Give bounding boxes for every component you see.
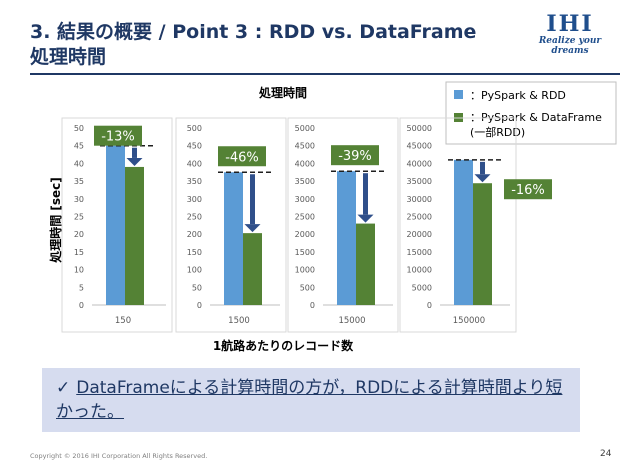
panel-3-bar-dataframe: [356, 223, 375, 305]
panel-1-tick-label: 40: [74, 159, 84, 168]
panel-4-tick-label: 10000: [407, 266, 432, 275]
panel-frame-1: [61, 117, 173, 333]
panel-3-arrow-head: [357, 214, 374, 223]
panel-3-tick-label: 2000: [295, 230, 315, 239]
panel-1-tick-label: 50: [74, 124, 84, 133]
panel-3-change-badge: [331, 145, 379, 166]
panel-4-tick-label: 0: [427, 301, 432, 310]
panel-2-change-label: -46%: [225, 150, 259, 165]
company-logo: IHI Realize your dreams: [520, 12, 620, 56]
panel-1-change-label: -13%: [101, 130, 135, 145]
panel-1-tick-label: 5: [79, 283, 84, 292]
panel-2-arrow-head: [244, 224, 261, 233]
page-title: 3. 結果の概要 / Point 3 : RDD vs. DataFrame 処…: [30, 20, 500, 70]
panel-4-tick-label: 50000: [407, 124, 432, 133]
panel-3-tick-label: 0: [310, 301, 315, 310]
panel-2-tick-label: 300: [187, 195, 202, 204]
y-axis-label: 処理時間 [sec]: [48, 177, 63, 264]
x-axis-label: 1航路あたりのレコード数: [213, 338, 354, 353]
legend-swatch-rdd: [454, 90, 463, 99]
panel-2-tick-label: 400: [187, 159, 202, 168]
panel-1-tick-label: 30: [74, 195, 84, 204]
panel-4-bar-rdd: [454, 159, 473, 305]
panel-4-arrow-head: [474, 174, 491, 183]
panel-3-tick-label: 4000: [295, 159, 315, 168]
conclusion-box: ✓ DataFrameによる計算時間の方が，RDDによる計算時間より短かった。: [42, 368, 580, 432]
legend-label-dataframe: ：PySpark & DataFrame: [470, 111, 602, 124]
panel-2-tick-label: 0: [197, 301, 202, 310]
panel-frame-3: [287, 117, 399, 333]
panel-1-tick-label: 45: [74, 142, 84, 151]
panel-3-tick-label: 3000: [295, 195, 315, 204]
panel-1-category-label: 150: [115, 316, 131, 326]
panel-4-tick-label: 30000: [407, 195, 432, 204]
panel-1-tick-label: 35: [74, 177, 84, 186]
title-divider: [30, 73, 620, 75]
panel-3-tick-label: 2500: [295, 213, 315, 222]
panel-3-bar-rdd: [337, 171, 356, 305]
conclusion-text: DataFrameによる計算時間の方が，RDDによる計算時間より短かった。: [56, 378, 563, 422]
panel-4-tick-label: 15000: [407, 248, 432, 257]
panel-3-change-label: -39%: [338, 149, 372, 164]
panel-3-tick-label: 1500: [295, 248, 315, 257]
panel-2-tick-label: 250: [187, 213, 202, 222]
title-line-2: 処理時間: [30, 46, 107, 68]
panel-1-tick-label: 10: [74, 266, 84, 275]
panel-4-tick-label: 25000: [407, 213, 432, 222]
panel-2-bar-rdd: [224, 172, 243, 305]
copyright: Copyright © 2016 IHI Corporation All Rig…: [30, 452, 208, 460]
panel-frame-2: [175, 117, 287, 333]
chart-title: 処理時間: [258, 85, 307, 100]
logo-tagline: Realize your dreams: [538, 36, 602, 56]
panel-3-tick-label: 500: [300, 283, 315, 292]
panel-4-tick-label: 45000: [407, 142, 432, 151]
panel-frame-4: [399, 117, 517, 333]
panel-2-tick-label: 150: [187, 248, 202, 257]
panel-3-category-label: 15000: [338, 316, 365, 326]
panel-2-tick-label: 200: [187, 230, 202, 239]
panel-3-tick-label: 4500: [295, 142, 315, 151]
title-line-1: 3. 結果の概要 / Point 3 : RDD vs. DataFrame: [30, 21, 477, 43]
panel-1-tick-label: 25: [74, 213, 84, 222]
panel-1-bar-dataframe: [125, 166, 144, 305]
panel-1-tick-label: 15: [74, 248, 84, 257]
panel-1-arrow-head: [126, 157, 143, 166]
page-number: 24: [600, 449, 612, 459]
legend-box: [445, 81, 617, 145]
logo-mark: IHI: [546, 11, 594, 37]
panel-1-change-badge: [94, 125, 142, 146]
panel-2-category-label: 1500: [228, 316, 250, 326]
panel-1-tick-label: 20: [74, 230, 84, 239]
panel-2-tick-label: 50: [192, 283, 202, 292]
panel-2-tick-label: 100: [187, 266, 202, 275]
panel-4-tick-label: 40000: [407, 159, 432, 168]
panel-4-category-label: 150000: [453, 316, 485, 326]
check-icon: ✓: [56, 378, 71, 398]
panel-2-change-badge: [218, 146, 266, 167]
panel-1-tick-label: 0: [79, 301, 84, 310]
legend-label-rdd: ：PySpark & RDD: [470, 89, 566, 102]
panel-2-tick-label: 350: [187, 177, 202, 186]
panel-4-change-label: -16%: [511, 183, 545, 198]
panel-2-tick-label: 450: [187, 142, 202, 151]
panel-3-tick-label: 5000: [295, 124, 315, 133]
panel-3-tick-label: 3500: [295, 177, 315, 186]
panel-1-bar-rdd: [106, 145, 125, 305]
panel-3-tick-label: 1000: [295, 266, 315, 275]
panel-4-tick-label: 35000: [407, 177, 432, 186]
panel-2-tick-label: 500: [187, 124, 202, 133]
panel-4-tick-label: 20000: [407, 230, 432, 239]
panel-4-change-badge: [504, 179, 552, 200]
panel-2-bar-dataframe: [243, 233, 262, 305]
panel-4-bar-dataframe: [473, 183, 492, 305]
panel-4-tick-label: 5000: [412, 283, 432, 292]
legend-label-dataframe-note: (一部RDD): [470, 125, 525, 139]
